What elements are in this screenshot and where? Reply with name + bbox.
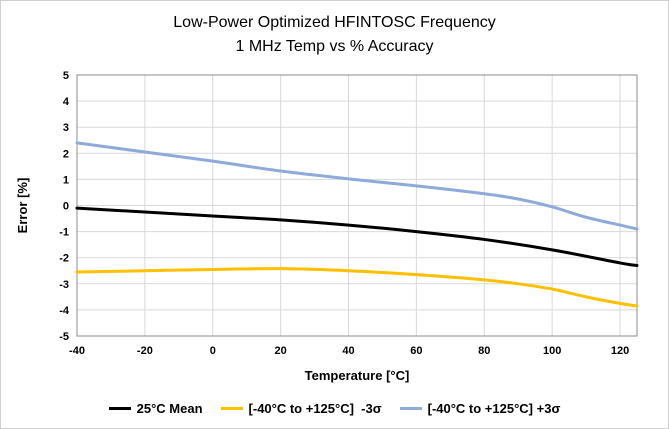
chart-subtitle: 1 MHz Temp vs % Accuracy [235, 38, 434, 55]
x-tick-label: 120 [611, 345, 629, 357]
x-tick-label: 0 [210, 345, 216, 357]
x-tick-label: -40 [69, 345, 85, 357]
series-layer [75, 141, 639, 308]
y-tick-label: 5 [63, 70, 69, 82]
legend-item-1: 25°C Mean [108, 400, 203, 416]
y-tick-label: -3 [59, 279, 69, 291]
x-tick-label: 60 [410, 345, 422, 357]
plot-border [76, 74, 638, 337]
legend-label: [-40°C to +125°C] +3σ [427, 400, 561, 416]
series-line-2 [75, 267, 639, 308]
y-tick-label: -1 [59, 227, 69, 239]
x-tick-label: 100 [543, 345, 561, 357]
legend: 25°C Mean [-40°C to +125°C] -3σ [-40°C to … [0, 398, 669, 418]
legend-swatch [108, 406, 131, 410]
x-axis-label: Temperature [°C] [305, 368, 410, 383]
legend-item-2: [-40°C to +125°C] -3σ [220, 400, 382, 416]
x-tick-label: 80 [478, 345, 490, 357]
x-tick-label: 20 [275, 345, 287, 357]
y-tick-label: -2 [59, 253, 69, 265]
y-tick-labels: 5 4 3 2 1 0 -1 -2 -3 -4 -5 [59, 70, 70, 343]
y-tick-label: 2 [63, 148, 69, 160]
legend-label: 25°C Mean [136, 400, 203, 416]
y-tick-label: 3 [63, 122, 69, 134]
legend-label: [-40°C to +125°C] -3σ [248, 400, 382, 416]
chart-title: Low-Power Optimized HFINTOSC Frequency [173, 14, 496, 31]
y-tick-label: 0 [63, 201, 69, 213]
x-tick-label: 40 [342, 345, 354, 357]
x-tick-label: -20 [137, 345, 153, 357]
legend-item-3: [-40°C to +125°C] +3σ [399, 400, 561, 416]
series-line-1 [75, 206, 639, 268]
legend-swatch [399, 406, 422, 410]
series-line-3 [75, 141, 639, 231]
y-tick-label: 1 [63, 174, 69, 186]
y-axis-label: Error [%] [15, 178, 30, 234]
y-tick-label: -4 [59, 305, 70, 317]
legend-swatch [220, 406, 243, 410]
y-tick-label: 4 [63, 96, 70, 108]
x-tick-labels: -40 -20 0 20 40 60 80 100 120 [69, 345, 629, 357]
y-tick-label: -5 [59, 331, 69, 343]
